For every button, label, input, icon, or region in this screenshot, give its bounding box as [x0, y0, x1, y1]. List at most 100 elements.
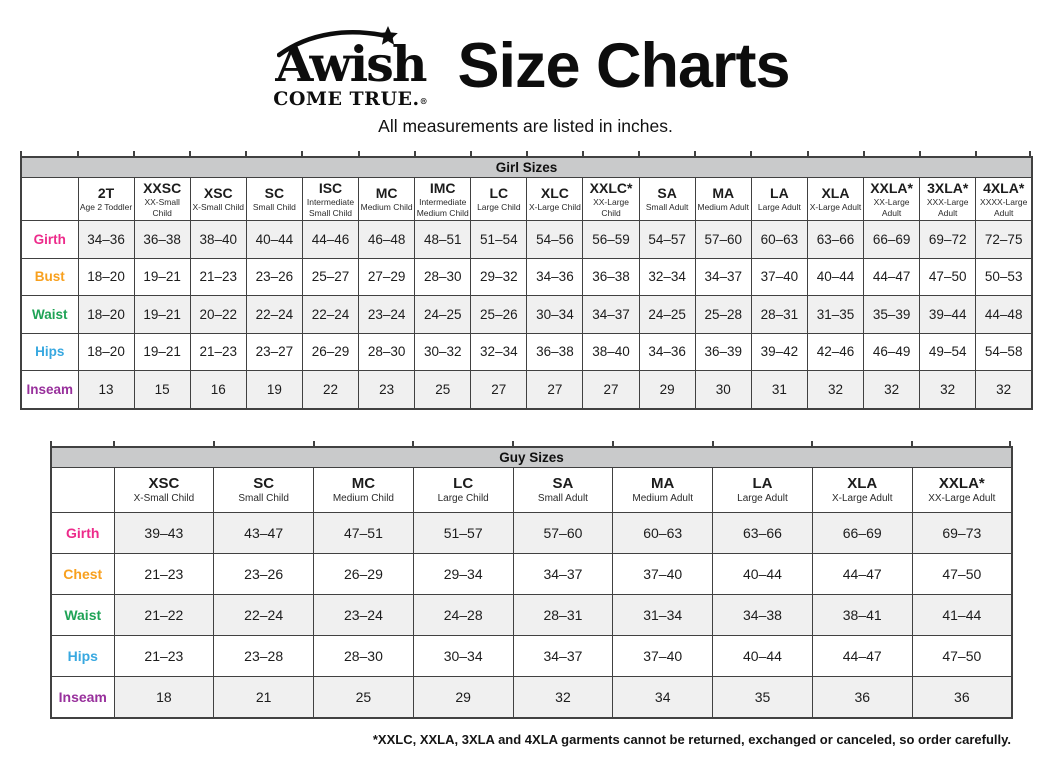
size-code: XXLC* [589, 180, 633, 197]
size-code: LC [489, 185, 509, 202]
size-cell: 23 [358, 370, 416, 409]
size-code: LA [770, 185, 789, 202]
size-cell: 25–27 [301, 257, 360, 296]
size-cell: 40–44 [712, 634, 813, 677]
row-label-girth: Girth [50, 511, 115, 554]
footnote: *XXLC, XXLA, 3XLA and 4XLA garments cann… [372, 731, 1011, 747]
size-column-header-imc: IMC Intermediate Medium Child [414, 177, 472, 221]
size-column-header-ma: MA Medium Adult [612, 466, 714, 513]
size-cell: 22–24 [301, 295, 360, 334]
size-cell: 37–40 [612, 634, 714, 677]
size-cell: 27–29 [358, 257, 416, 296]
size-cell: 54–58 [975, 332, 1033, 371]
size-column-header-xsc: XSC X-Small Child [113, 466, 215, 513]
size-cell: 34–37 [512, 552, 614, 595]
size-cell: 18–20 [77, 257, 135, 296]
size-description: Small Adult [537, 492, 588, 504]
size-description: X-Small Child [192, 202, 245, 213]
size-column-header-xxsc: XXSC XX-Small Child [133, 177, 191, 221]
size-cell: 27 [470, 370, 528, 409]
tick-mark [911, 440, 913, 446]
size-description: Medium Adult [697, 202, 750, 213]
size-column-header-2t: 2T Age 2 Toddler [77, 177, 135, 221]
table-row-waist: Waist 18–20 19–21 20–22 22–24 22–24 23–24 24–25… [20, 295, 1033, 334]
size-cell: 47–50 [919, 257, 977, 296]
size-cell: 36–38 [582, 257, 640, 296]
size-cell: 39–42 [750, 332, 808, 371]
size-cell: 23–28 [213, 634, 315, 677]
size-cell: 24–25 [638, 295, 696, 334]
size-cell: 57–60 [512, 511, 614, 554]
size-cell: 43–47 [213, 511, 315, 554]
size-cell: 34–36 [77, 220, 135, 259]
size-cell: 21 [213, 675, 315, 718]
table-row-bust: Bust 18–20 19–21 21–23 23–26 25–27 27–29 28–30 2… [20, 257, 1033, 296]
size-cell: 28–30 [313, 634, 414, 677]
size-cell: 38–41 [811, 593, 913, 636]
table-row-inseam: Inseam 13 15 16 19 22 23 25 27 27 27 29 30 31 32 32 32 32 [20, 370, 1033, 409]
size-cell: 31–34 [612, 593, 714, 636]
size-cell: 42–46 [806, 332, 865, 371]
tick-mark [512, 440, 514, 446]
size-code: MA [712, 185, 735, 202]
tick-mark [975, 151, 977, 156]
size-cell: 34–38 [712, 593, 813, 636]
size-cell: 51–54 [470, 220, 528, 259]
size-cell: 34 [612, 675, 714, 718]
size-description: Large Adult [757, 202, 801, 213]
size-column-header-xxla: XXLA* XX-Large Adult [863, 177, 921, 221]
tick-mark [358, 151, 360, 156]
size-code: XLA [821, 185, 850, 202]
row-label-bust: Bust [20, 257, 79, 296]
size-column-header-xxla: XXLA* XX-Large Adult [911, 466, 1013, 513]
size-column-header-ma: MA Medium Adult [694, 177, 752, 221]
size-cell: 46–48 [358, 220, 416, 259]
size-cell: 44–47 [811, 634, 913, 677]
size-cell: 37–40 [612, 552, 714, 595]
size-cell: 28–30 [358, 332, 416, 371]
tick-mark [526, 151, 528, 156]
size-code: ISC [318, 180, 343, 197]
tick-mark [133, 151, 135, 156]
tick-mark [313, 440, 315, 446]
size-column-header-sc: SC Small Child [245, 177, 303, 221]
size-cell: 23–24 [313, 593, 414, 636]
tick-mark [414, 151, 416, 156]
size-cell: 32 [512, 675, 614, 718]
table-row-girth: Girth 34–36 36–38 38–40 40–44 44–46 46–48 48–51… [20, 220, 1033, 259]
size-cell: 72–75 [975, 220, 1033, 259]
size-cell: 16 [189, 370, 247, 409]
size-cell: 30–32 [414, 332, 472, 371]
size-cell: 26–29 [301, 332, 360, 371]
tick-mark [189, 151, 191, 156]
size-cell: 51–57 [412, 511, 514, 554]
size-cell: 36 [811, 675, 913, 718]
girl-sizes-section: Girl Sizes 2T Age 2 Toddler XXSC XX-Small Ch… [20, 151, 1051, 410]
size-code: XSC [148, 474, 180, 492]
girl-table-title: Girl Sizes [20, 156, 1033, 178]
size-cell: 23–26 [213, 552, 315, 595]
size-cell: 36 [911, 675, 1013, 718]
size-column-header-lc: LC Large Child [412, 466, 514, 513]
logo-tagline: COME TRUE.® [261, 90, 439, 109]
size-cell: 39–43 [113, 511, 215, 554]
size-cell: 36–38 [526, 332, 584, 371]
size-cell: 60–63 [750, 220, 808, 259]
tick-mark [750, 151, 752, 156]
size-cell: 69–72 [919, 220, 977, 259]
size-description: X-Large Adult [831, 492, 893, 504]
size-description: Small Adult [645, 202, 689, 213]
size-code: MC [351, 474, 376, 492]
size-cell: 25–26 [470, 295, 528, 334]
size-description: Small Child [238, 492, 289, 504]
size-code: XLA [847, 474, 878, 492]
table-row-waist: Waist 21–22 22–24 23–24 24–28 28–31 31–34 34–38… [50, 593, 1013, 636]
row-label-inseam: Inseam [20, 370, 79, 409]
size-cell: 34–36 [638, 332, 696, 371]
size-cell: 36–39 [694, 332, 752, 371]
size-column-header-mc: MC Medium Child [358, 177, 416, 221]
corner-cell [50, 466, 115, 513]
size-column-header-xla: XLA X-Large Adult [811, 466, 913, 513]
tick-mark [20, 151, 22, 156]
size-cell: 40–44 [712, 552, 813, 595]
